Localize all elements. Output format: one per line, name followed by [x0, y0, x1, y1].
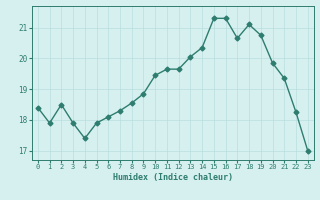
X-axis label: Humidex (Indice chaleur): Humidex (Indice chaleur)	[113, 173, 233, 182]
